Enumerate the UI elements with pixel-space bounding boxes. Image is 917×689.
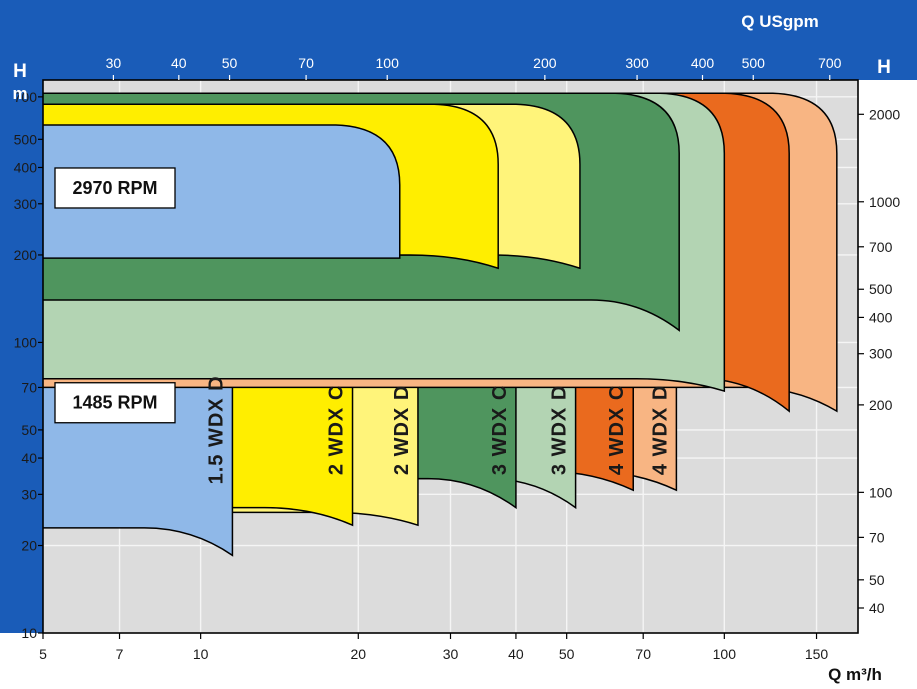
y-tick-label: 200 xyxy=(14,247,38,263)
y2-tick-label: 700 xyxy=(869,239,893,255)
rpm-label: 1485 RPM xyxy=(72,393,157,413)
y2-tick-label: 40 xyxy=(869,600,885,616)
right-axis-band xyxy=(858,80,917,633)
model-label: 4 WDX C xyxy=(606,385,628,475)
x2-tick-label: 400 xyxy=(691,55,715,71)
x-tick-label: 70 xyxy=(635,646,651,662)
rpm-label: 2970 RPM xyxy=(72,178,157,198)
rpm-box xyxy=(54,167,176,209)
left-axis-band xyxy=(0,80,43,633)
y2-tick-label: 100 xyxy=(869,484,893,500)
model-label: 4 WDX D xyxy=(649,385,671,475)
model-labels: 1.5 WDX D 2 WDX C 2 WDX D 3 WDX C 3 WDX D 4 W… xyxy=(205,375,671,484)
y2-tick-label: 50 xyxy=(869,572,885,588)
header-band xyxy=(0,0,917,80)
y-tick-label: 300 xyxy=(14,196,38,212)
right-axis-unit: ft xyxy=(878,80,890,99)
y-tick-label: 40 xyxy=(21,450,37,466)
y-tick-label: 30 xyxy=(21,486,37,502)
x-tick-label: 50 xyxy=(559,646,575,662)
y2-tick-label: 300 xyxy=(869,346,893,362)
x2-tick-label: 100 xyxy=(376,55,400,71)
y2-tick-label: 500 xyxy=(869,281,893,297)
x-tick-label: 150 xyxy=(805,646,829,662)
x-tick-label: 5 xyxy=(39,646,47,662)
x2-tick-label: 40 xyxy=(171,55,187,71)
y-tick-label: 700 xyxy=(14,89,38,105)
rpm-labels: 2970 RPM 1485 RPM xyxy=(54,167,176,424)
x2-tick-label: 50 xyxy=(222,55,238,71)
y-tick-label: 50 xyxy=(21,422,37,438)
x2-tick-label: 700 xyxy=(818,55,842,71)
right-axis-title-h: H xyxy=(877,57,891,78)
y-tick-label: 100 xyxy=(14,334,38,350)
x2-tick-label: 300 xyxy=(625,55,649,71)
y2-tick-label: 200 xyxy=(869,397,893,413)
model-label: 3 WDX C xyxy=(489,385,511,475)
y-tick-label: 70 xyxy=(21,379,37,395)
top-axis-title: Q USgpm xyxy=(741,12,818,31)
left-axis-title-h: H xyxy=(13,61,27,82)
y2-tick-label: 1000 xyxy=(869,194,900,210)
x-tick-label: 10 xyxy=(193,646,209,662)
model-label: 1.5 WDX D xyxy=(205,375,227,484)
left-axis-unit: m xyxy=(12,84,27,103)
rpm-box xyxy=(54,382,176,424)
x-tick-label: 100 xyxy=(713,646,737,662)
axes: 5 7 10 20 30 40 50 70 100 150 30 40 50 70 100 200 300 400… xyxy=(14,55,901,662)
x-tick-label: 20 xyxy=(350,646,366,662)
x-tick-label: 40 xyxy=(508,646,524,662)
y-tick-label: 20 xyxy=(21,538,37,554)
x2-tick-label: 500 xyxy=(742,55,766,71)
performance-band xyxy=(43,124,401,259)
x2-tick-label: 70 xyxy=(298,55,314,71)
y-tick-label: 500 xyxy=(14,131,38,147)
bottom-axis-title: Q m³/h xyxy=(828,665,882,684)
y2-tick-label: 2000 xyxy=(869,106,900,122)
model-label: 2 WDX C xyxy=(326,385,348,475)
y2-tick-label: 70 xyxy=(869,529,885,545)
x2-tick-label: 30 xyxy=(106,55,122,71)
y-tick-label: 10 xyxy=(21,625,37,641)
model-label: 2 WDX D xyxy=(391,385,413,475)
y-tick-label: 400 xyxy=(14,159,38,175)
y2-tick-label: 400 xyxy=(869,309,893,325)
x-tick-label: 30 xyxy=(443,646,459,662)
x-tick-label: 7 xyxy=(116,646,124,662)
model-label: 3 WDX D xyxy=(549,385,571,475)
performance-bands xyxy=(43,92,838,557)
x2-tick-label: 200 xyxy=(533,55,557,71)
